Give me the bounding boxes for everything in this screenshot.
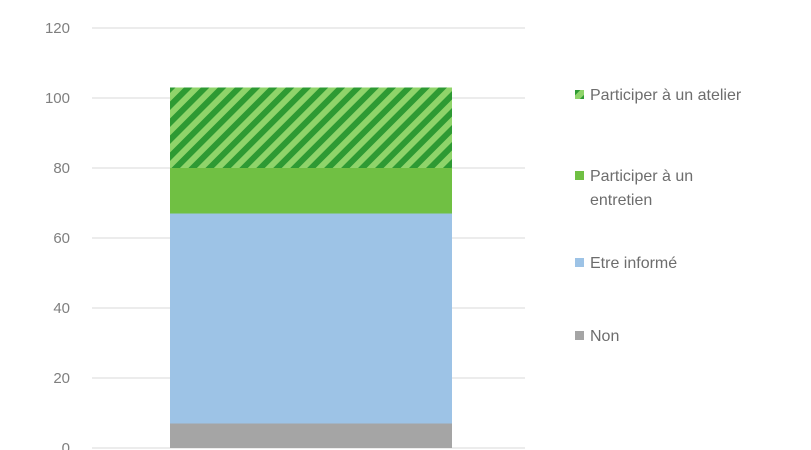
legend-swatch-participer-un-atelier <box>575 90 584 99</box>
y-tick-label-80: 80 <box>53 160 70 177</box>
bar-segment-participer-un-atelier <box>170 87 452 168</box>
y-tick-label-20: 20 <box>53 370 70 387</box>
y-axis-tick-labels: 0 20 40 60 80 100 120 <box>45 20 70 450</box>
legend-label-etre-inform-: Etre informé <box>590 255 677 272</box>
legend-label-participer-un-entretien: Participer à un entretien <box>590 168 693 209</box>
y-tick-label-40: 40 <box>53 300 70 317</box>
y-tick-label-0: 0 <box>62 440 70 450</box>
bar-segment-non <box>170 423 452 448</box>
bar-segment-participer-un-entretien <box>170 168 452 214</box>
legend-swatch-non <box>575 331 584 340</box>
y-tick-label-100: 100 <box>45 90 70 107</box>
bar-segments <box>170 87 452 448</box>
legend-swatch-participer-un-entretien <box>575 171 584 180</box>
y-tick-label-120: 120 <box>45 20 70 37</box>
legend-label-non: Non <box>590 328 619 345</box>
legend-swatch-etre-inform- <box>575 258 584 267</box>
legend: Participer à un atelier Participer à un en… <box>575 87 742 345</box>
y-tick-label-60: 60 <box>53 230 70 247</box>
bar-segment-etre-inform- <box>170 213 452 424</box>
legend-label-participer-un-atelier: Participer à un atelier <box>590 87 742 104</box>
